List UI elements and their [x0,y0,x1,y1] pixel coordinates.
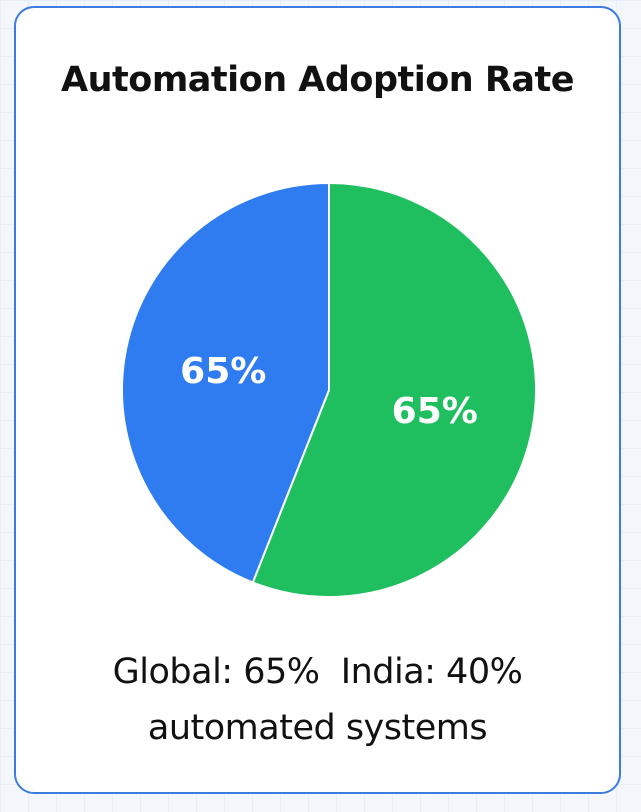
chart-title: Automation Adoption Rate [61,60,574,100]
caption-line-1: Global: 65% India: 40% [112,652,523,692]
pie-slice-label-1: 65% [392,391,478,432]
pie-slice-label-0: 65% [180,351,266,392]
pie-slice-1 [251,181,537,598]
chart-card: Automation Adoption Rate 65% 65% Global: … [14,6,621,794]
caption-line-2: automated systems [147,708,488,748]
pie-chart: 65% 65% [121,181,537,598]
pie-slice-0 [121,181,330,584]
